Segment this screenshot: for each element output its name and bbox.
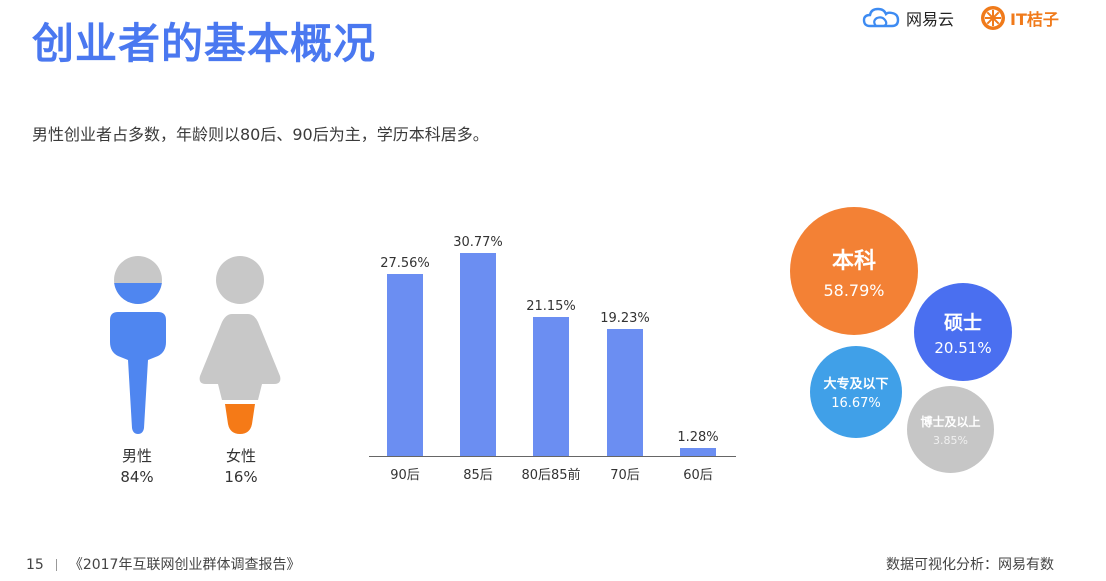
male-figure-icon (110, 256, 166, 434)
footer-report: 15 《2017年互联网创业群体调查报告》 (26, 554, 300, 574)
report-title: 《2017年互联网创业群体调查报告》 (68, 557, 301, 573)
bubble-junior-college-value: 16.67% (831, 396, 881, 411)
bar-value-label: 27.56% (380, 256, 430, 271)
bubble-master-label: 硕士 (943, 311, 982, 334)
bar-value-label: 30.77% (453, 235, 503, 250)
bar-category-label: 85后 (463, 468, 493, 483)
bubble-junior-college-label: 大专及以下 (823, 377, 889, 392)
bubble-junior-college: 大专及以下 16.67% (810, 346, 902, 438)
itjuzi-logo: IT桔子 (980, 6, 1059, 30)
bar-5 (680, 448, 716, 456)
footer-divider (55, 559, 57, 571)
bar-value-label: 21.15% (526, 299, 576, 314)
male-label: 男性 (121, 447, 152, 465)
bubble-doctor: 博士及以上 3.85% (907, 386, 994, 473)
page-subtitle: 男性创业者占多数，年龄则以80后、90后为主，学历本科居多。 (32, 125, 489, 144)
bubble-master: 硕士 20.51% (914, 283, 1012, 381)
netease-logo: 网易云 (862, 6, 954, 30)
bubble-bachelor: 本科 58.79% (790, 207, 918, 335)
footer-source: 数据可视化分析：网易有数 (886, 557, 1054, 573)
page-title: 创业者的基本概况 (32, 19, 377, 68)
bar-category-label: 90后 (390, 468, 420, 483)
x-axis-line (369, 456, 736, 457)
bar-4 (607, 329, 643, 456)
bubble-master-value: 20.51% (934, 338, 992, 357)
bar-1 (387, 274, 423, 456)
cloud-icon (862, 7, 900, 28)
bubble-bachelor-value: 58.79% (823, 280, 885, 300)
bar-category-label: 70后 (610, 468, 640, 483)
bar-value-label: 1.28% (677, 430, 719, 445)
itjuzi-logo-text: IT桔子 (1010, 10, 1059, 29)
netease-logo-text: 网易云 (906, 10, 955, 29)
bubble-doctor-label: 博士及以上 (920, 414, 981, 429)
page-number: 15 (26, 557, 44, 573)
bar-3 (533, 317, 569, 456)
female-percent: 16% (224, 468, 258, 486)
bubble-bachelor-label: 本科 (831, 248, 876, 274)
bubble-doctor-value: 3.85% (933, 433, 968, 447)
female-figure-icon (199, 256, 281, 434)
orange-icon (981, 6, 1005, 30)
female-label: 女性 (225, 447, 256, 465)
bar-2 (460, 253, 496, 456)
bar-category-label: 80后85前 (521, 468, 581, 483)
male-percent: 84% (120, 468, 154, 486)
bar-value-label: 19.23% (600, 311, 650, 326)
bar-category-label: 60后 (683, 468, 713, 483)
